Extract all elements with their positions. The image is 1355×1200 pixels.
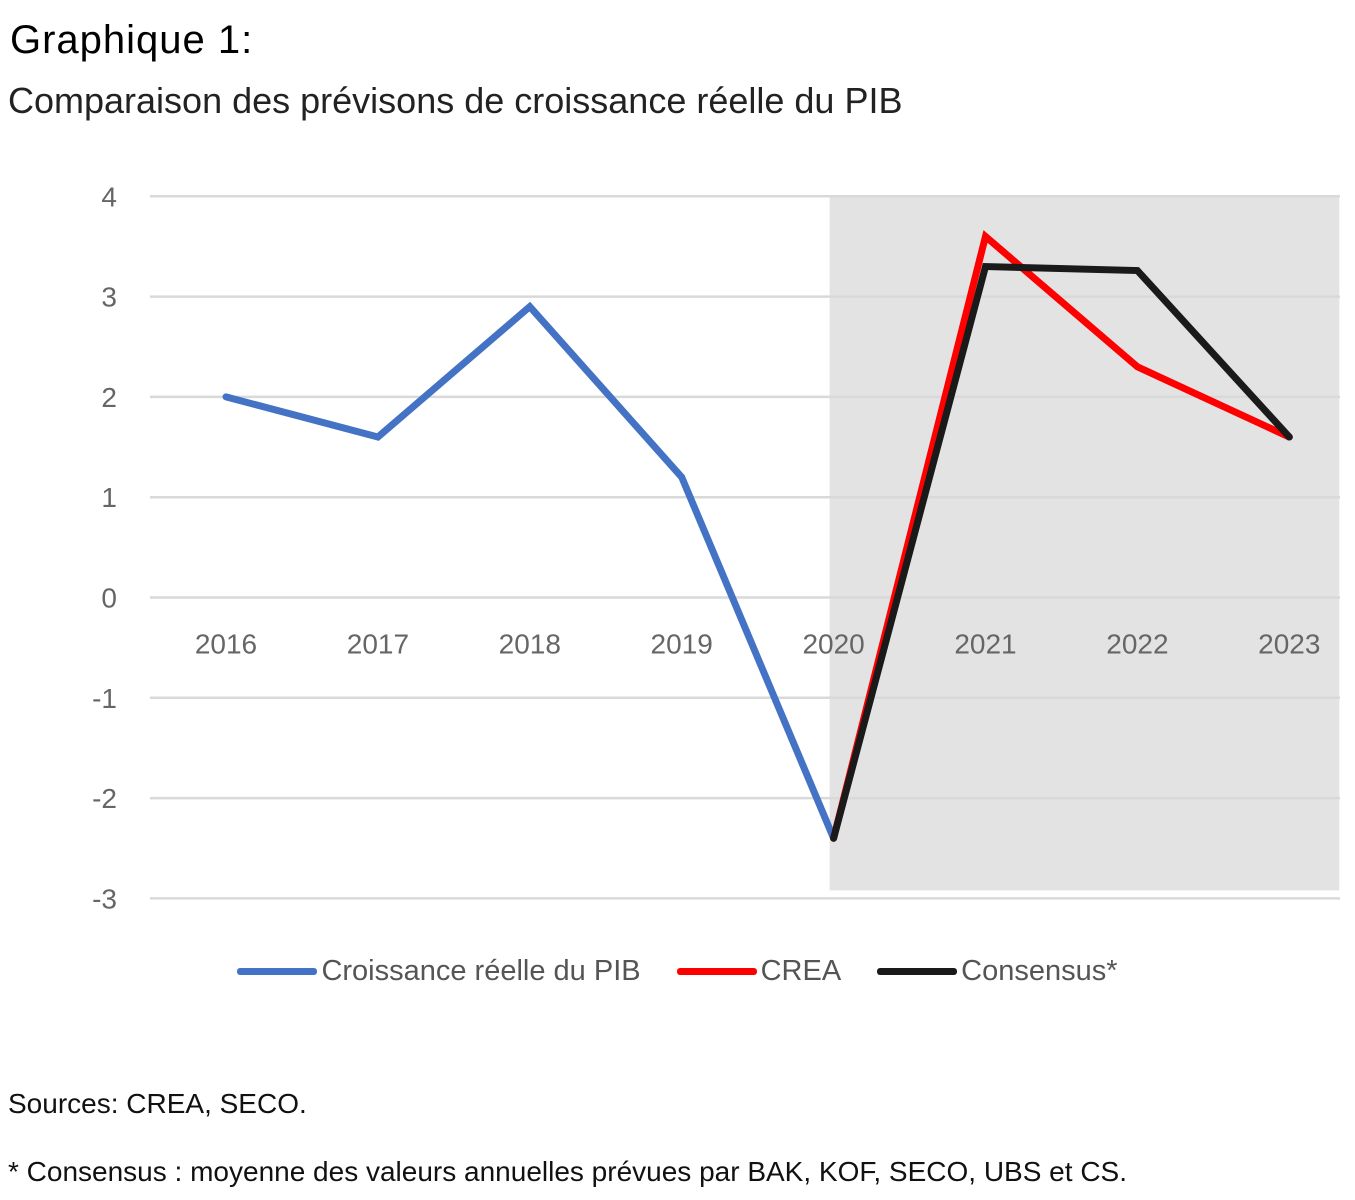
- legend-swatch: [877, 968, 958, 975]
- x-tick-label: 2018: [499, 629, 561, 660]
- chart-subtitle: Comparaison des prévisons de croissance …: [8, 80, 903, 121]
- legend-label: Croissance réelle du PIB: [321, 955, 641, 987]
- y-tick-label: 3: [101, 282, 117, 313]
- series-line-0: [222, 301, 838, 842]
- y-tick-label: -3: [92, 883, 117, 914]
- chart-title: Graphique 1:: [10, 18, 254, 62]
- legend-item: Croissance réelle du PIB: [237, 955, 641, 988]
- legend: Croissance réelle du PIB CREA Consensus*: [0, 955, 1355, 988]
- x-tick-label: 2023: [1258, 629, 1320, 660]
- legend-item: Consensus*: [877, 955, 1118, 988]
- y-tick-label: 4: [101, 181, 117, 212]
- line-chart: -3 -2 -1 0 1 2 3 4 2016 2017 2018 2019 2020 2021 2022 2…: [92, 181, 1340, 914]
- x-tick-label: 2020: [802, 629, 864, 660]
- legend-swatch: [676, 968, 757, 975]
- y-tick-label: -2: [92, 783, 117, 814]
- legend-label: CREA: [760, 955, 842, 987]
- series-line-2: [830, 262, 1293, 842]
- footnote-text: * Consensus : moyenne des valeurs annuel…: [8, 1156, 1127, 1187]
- x-tick-label: 2016: [195, 629, 257, 660]
- x-tick-label: 2021: [954, 629, 1016, 660]
- y-tick-label: 2: [101, 382, 117, 413]
- sources-text: Sources: CREA, SECO.: [8, 1088, 307, 1119]
- y-tick-label: -1: [92, 683, 117, 714]
- x-tick-label: 2017: [347, 629, 409, 660]
- series-line-1: [830, 230, 1293, 842]
- legend-item: CREA: [676, 955, 842, 988]
- y-tick-label: 1: [101, 482, 117, 513]
- legend-swatch: [237, 968, 318, 975]
- x-tick-label: 2022: [1106, 629, 1168, 660]
- legend-label: Consensus*: [961, 955, 1118, 987]
- y-tick-label: 0: [101, 583, 117, 614]
- x-tick-label: 2019: [651, 629, 713, 660]
